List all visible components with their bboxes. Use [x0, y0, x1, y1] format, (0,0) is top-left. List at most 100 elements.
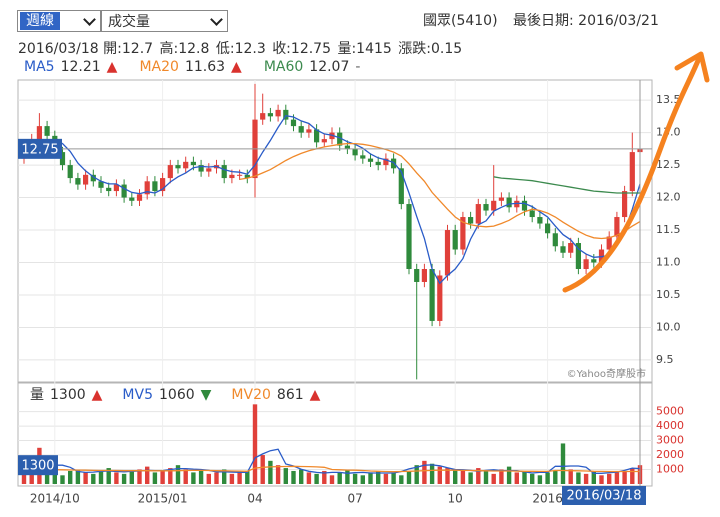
- candle-body: [21, 148, 27, 159]
- volume-bar: [553, 470, 558, 484]
- quote-label: 量:: [337, 41, 357, 57]
- volume-bar: [198, 470, 204, 484]
- mv-line: [23, 448, 641, 474]
- volume-bar: [329, 475, 335, 484]
- volume-bar: [376, 470, 381, 484]
- y-tick-label: 9.5: [656, 353, 674, 366]
- legend-trend: ▲: [309, 387, 321, 403]
- candle-body: [406, 204, 412, 269]
- x-tick-label: 10: [448, 492, 463, 506]
- last-date: 最後日期: 2016/03/21: [513, 10, 659, 30]
- volume-bar: [576, 472, 581, 484]
- candle-body: [352, 148, 358, 156]
- candle-body: [414, 268, 420, 282]
- ma-line: [239, 142, 641, 240]
- legend-trend: ▲: [91, 387, 103, 403]
- candle-body: [545, 223, 551, 234]
- volume-bar: [545, 472, 550, 484]
- volume-bar: [437, 466, 442, 484]
- volume-bar: [245, 470, 250, 484]
- candle-body: [44, 126, 50, 136]
- quote-value: 12.75: [290, 41, 331, 57]
- volume-bar: [29, 465, 34, 484]
- x-tick-label: 2016: [532, 492, 563, 506]
- volume-bar: [614, 472, 620, 484]
- volume-bar: [568, 469, 573, 484]
- candle-body: [36, 126, 42, 140]
- volume-bar: [322, 470, 327, 484]
- legend-value: 1300: [50, 387, 86, 403]
- candle-body: [629, 152, 635, 192]
- legend-value: 861: [276, 387, 304, 403]
- candle-body: [552, 233, 558, 247]
- candle-body: [560, 246, 566, 253]
- candle-body: [237, 174, 243, 176]
- candle-body: [344, 145, 350, 149]
- candle-body: [283, 109, 289, 120]
- candle-body: [514, 200, 520, 208]
- date-badge: [562, 486, 646, 505]
- quote-value: 12.7: [121, 41, 154, 57]
- candle-body: [229, 174, 235, 179]
- volume-bar: [260, 455, 265, 484]
- quote-value: 1415: [356, 41, 392, 57]
- volume-bar: [306, 472, 312, 484]
- volume-bar: [522, 470, 527, 484]
- volume-bar: [583, 473, 589, 484]
- volume-bar: [491, 473, 496, 484]
- y-tick-label: 10.0: [656, 320, 681, 333]
- candle-body: [575, 243, 581, 269]
- volume-bar: [37, 447, 42, 484]
- volume-bar: [106, 468, 111, 484]
- legend-value: 11.63: [184, 59, 226, 75]
- candle-body: [375, 161, 381, 166]
- last-date-label: 最後日期:: [513, 13, 574, 29]
- volume-bar: [268, 460, 273, 484]
- volume-bar: [60, 475, 65, 484]
- price-badge-label: 12.75: [21, 142, 58, 157]
- legend-value: 12.21: [60, 59, 101, 75]
- quote-value: 12.8: [178, 41, 210, 57]
- candle-body: [583, 259, 589, 269]
- stock-name: 國眾(5410): [423, 13, 498, 29]
- legend-name: MV5: [122, 387, 153, 403]
- volume-bar: [21, 470, 27, 484]
- candle-body: [321, 139, 327, 143]
- y-tick-label: 12.0: [656, 191, 681, 204]
- period-select[interactable]: 週線: [17, 10, 101, 32]
- candle-body: [136, 194, 143, 201]
- candle-body: [252, 119, 258, 179]
- candle-body: [167, 165, 173, 179]
- price-panel: [17, 79, 653, 383]
- period-value: 週線: [20, 12, 60, 30]
- candle-body: [337, 132, 343, 146]
- volume-bar: [229, 473, 235, 484]
- candle-body: [614, 217, 620, 237]
- candle-body: [90, 174, 96, 182]
- volume-bar: [160, 470, 165, 484]
- volume-bar: [468, 472, 473, 484]
- volume-bar: [283, 468, 288, 484]
- volume-bar: [560, 443, 566, 484]
- candle-body: [52, 135, 58, 153]
- candle-body: [160, 178, 166, 192]
- legend-name: MA20: [139, 59, 179, 75]
- candle-body: [398, 168, 404, 205]
- quote-value: 0.15: [430, 41, 463, 57]
- volume-bar: [291, 470, 296, 484]
- y-tick-label: 11.5: [656, 223, 681, 236]
- candle-body: [306, 129, 312, 133]
- candle-body: [121, 184, 127, 198]
- volume-bar: [237, 472, 242, 484]
- volume-bar: [383, 473, 389, 484]
- indicator-value: 成交量: [108, 14, 150, 30]
- dropdown-arrow: [210, 13, 223, 26]
- x-tick-label: 07: [347, 492, 362, 506]
- candle-body: [267, 113, 273, 117]
- volume-bar: [183, 469, 188, 484]
- volume-bar: [91, 473, 96, 484]
- indicator-select[interactable]: 成交量: [101, 10, 228, 32]
- candle-body: [129, 197, 135, 201]
- volume-bar: [44, 468, 50, 484]
